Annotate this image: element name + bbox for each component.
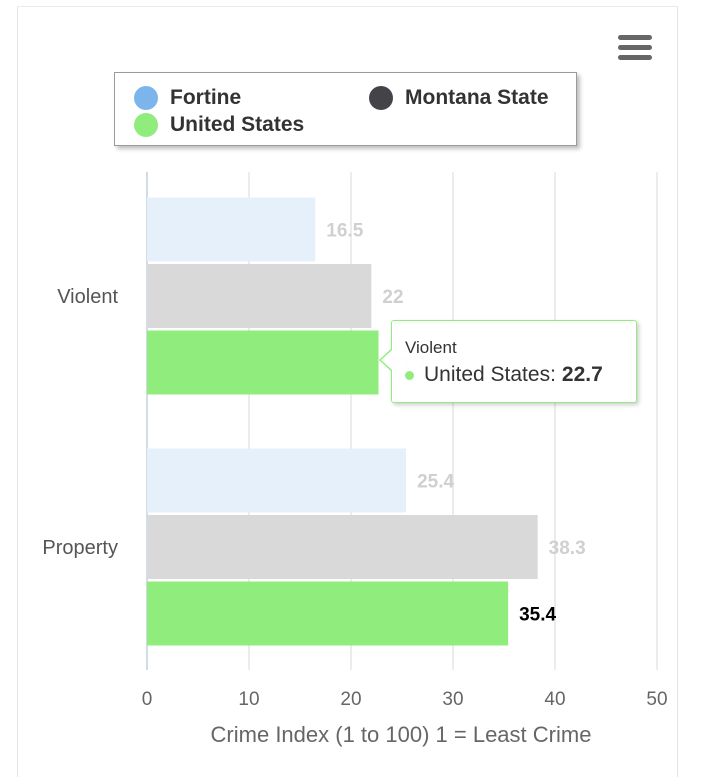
legend-marker-icon bbox=[134, 113, 158, 137]
legend-item-united-states[interactable]: United States bbox=[134, 113, 304, 137]
x-tick-label: 0 bbox=[142, 689, 153, 710]
x-tick-label: 20 bbox=[340, 689, 361, 710]
tooltip-category: Violent bbox=[405, 338, 457, 357]
menu-line bbox=[618, 55, 652, 60]
tooltip-series: United States bbox=[424, 363, 551, 386]
bar bbox=[147, 197, 316, 262]
x-axis-title: Crime Index (1 to 100) 1 = Least Crime bbox=[211, 722, 592, 747]
legend-item-fortine[interactable]: Fortine bbox=[134, 86, 241, 110]
menu-line bbox=[618, 35, 652, 40]
x-tick-label: 40 bbox=[544, 689, 565, 710]
data-label: 22 bbox=[382, 287, 403, 308]
bar bbox=[147, 330, 379, 395]
category-label: Violent bbox=[57, 286, 118, 308]
legend-marker-icon bbox=[134, 86, 158, 110]
legend-label: United States bbox=[170, 113, 305, 136]
x-tick-label: 10 bbox=[238, 689, 259, 710]
data-label: 38.3 bbox=[549, 538, 586, 559]
hamburger-menu-icon[interactable] bbox=[618, 35, 652, 63]
legend-item-montana-state[interactable]: Montana State bbox=[369, 86, 549, 110]
x-tick-label: 50 bbox=[646, 689, 667, 710]
x-tick-label: 30 bbox=[442, 689, 463, 710]
legend-marker-icon bbox=[369, 86, 393, 110]
menu-line bbox=[618, 45, 652, 50]
legend-label: Fortine bbox=[170, 86, 242, 109]
tooltip: Violent United States: 22.7 bbox=[379, 320, 637, 403]
bar bbox=[147, 264, 372, 328]
bar bbox=[147, 581, 509, 646]
tooltip-value: 22.7 bbox=[561, 363, 603, 386]
data-label: 16.5 bbox=[326, 221, 363, 242]
data-label: 35.4 bbox=[519, 605, 556, 626]
chart-legend: Fortine Montana State United States bbox=[114, 72, 577, 146]
data-label: 25.4 bbox=[417, 472, 454, 493]
tooltip-marker-icon bbox=[405, 370, 414, 380]
legend-label: Montana State bbox=[405, 86, 549, 109]
bar bbox=[147, 515, 538, 579]
category-label: Property bbox=[42, 537, 118, 559]
bar bbox=[147, 448, 407, 513]
tooltip-body: United States: 22.7 bbox=[405, 363, 603, 387]
